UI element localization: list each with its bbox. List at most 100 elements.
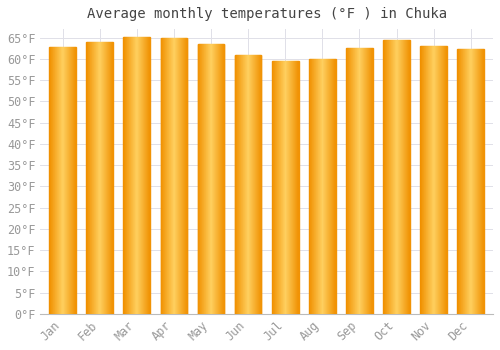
Bar bbox=[441, 46, 442, 314]
Bar bbox=[331, 59, 332, 314]
Bar bbox=[161, 37, 162, 314]
Bar bbox=[141, 37, 142, 314]
Bar bbox=[177, 37, 178, 314]
Bar bbox=[101, 42, 102, 314]
Bar bbox=[147, 37, 148, 314]
Bar bbox=[327, 59, 328, 314]
Bar bbox=[179, 37, 180, 314]
Bar bbox=[165, 37, 166, 314]
Bar bbox=[444, 46, 445, 314]
Bar bbox=[282, 61, 283, 314]
Bar bbox=[239, 55, 240, 314]
Bar bbox=[250, 55, 251, 314]
Bar bbox=[63, 47, 64, 314]
Bar bbox=[241, 55, 242, 314]
Bar bbox=[433, 46, 434, 314]
Bar bbox=[365, 48, 366, 314]
Bar bbox=[50, 47, 51, 314]
Bar bbox=[64, 47, 65, 314]
Bar bbox=[237, 55, 238, 314]
Bar bbox=[212, 44, 213, 314]
Bar bbox=[164, 37, 165, 314]
Bar bbox=[389, 40, 390, 314]
Bar bbox=[242, 55, 243, 314]
Bar bbox=[402, 40, 403, 314]
Bar bbox=[170, 37, 171, 314]
Bar bbox=[467, 49, 468, 314]
Bar bbox=[90, 42, 91, 314]
Bar bbox=[439, 46, 440, 314]
Bar bbox=[62, 47, 63, 314]
Bar bbox=[312, 59, 313, 314]
Bar bbox=[326, 59, 327, 314]
Bar bbox=[288, 61, 289, 314]
Bar bbox=[129, 37, 130, 314]
Bar bbox=[53, 47, 54, 314]
Bar bbox=[58, 47, 59, 314]
Bar bbox=[277, 61, 278, 314]
Bar bbox=[315, 59, 316, 314]
Bar bbox=[206, 44, 207, 314]
Bar bbox=[437, 46, 438, 314]
Bar bbox=[364, 48, 365, 314]
Bar bbox=[172, 37, 173, 314]
Bar bbox=[332, 59, 333, 314]
Bar bbox=[132, 37, 133, 314]
Bar bbox=[51, 47, 52, 314]
Bar bbox=[276, 61, 277, 314]
Bar bbox=[145, 37, 146, 314]
Bar bbox=[386, 40, 387, 314]
Bar bbox=[256, 55, 257, 314]
Bar bbox=[472, 49, 473, 314]
Bar bbox=[471, 49, 472, 314]
Bar bbox=[215, 44, 216, 314]
Bar bbox=[201, 44, 202, 314]
Bar bbox=[352, 48, 353, 314]
Bar bbox=[131, 37, 132, 314]
Bar bbox=[104, 42, 105, 314]
Bar bbox=[428, 46, 429, 314]
Bar bbox=[368, 48, 369, 314]
Bar bbox=[370, 48, 371, 314]
Bar bbox=[210, 44, 211, 314]
Bar bbox=[261, 55, 262, 314]
Bar bbox=[94, 42, 95, 314]
Bar bbox=[173, 37, 174, 314]
Bar bbox=[372, 48, 373, 314]
Bar bbox=[184, 37, 186, 314]
Bar bbox=[109, 42, 110, 314]
Bar bbox=[65, 47, 66, 314]
Bar bbox=[430, 46, 431, 314]
Bar bbox=[355, 48, 356, 314]
Bar bbox=[140, 37, 141, 314]
Bar bbox=[421, 46, 422, 314]
Bar bbox=[176, 37, 177, 314]
Bar bbox=[394, 40, 395, 314]
Bar bbox=[163, 37, 164, 314]
Bar bbox=[279, 61, 280, 314]
Bar bbox=[259, 55, 260, 314]
Bar bbox=[167, 37, 168, 314]
Bar bbox=[440, 46, 441, 314]
Bar bbox=[236, 55, 237, 314]
Bar bbox=[436, 46, 437, 314]
Bar bbox=[108, 42, 109, 314]
Bar bbox=[257, 55, 258, 314]
Bar bbox=[148, 37, 149, 314]
Bar bbox=[435, 46, 436, 314]
Bar bbox=[100, 42, 101, 314]
Bar bbox=[350, 48, 351, 314]
Bar bbox=[204, 44, 205, 314]
Bar bbox=[398, 40, 399, 314]
Bar bbox=[209, 44, 210, 314]
Bar bbox=[106, 42, 107, 314]
Title: Average monthly temperatures (°F ) in Chuka: Average monthly temperatures (°F ) in Ch… bbox=[86, 7, 446, 21]
Bar bbox=[103, 42, 104, 314]
Bar bbox=[160, 37, 161, 314]
Bar bbox=[175, 37, 176, 314]
Bar bbox=[357, 48, 358, 314]
Bar bbox=[423, 46, 424, 314]
Bar bbox=[272, 61, 273, 314]
Bar bbox=[124, 37, 125, 314]
Bar bbox=[296, 61, 298, 314]
